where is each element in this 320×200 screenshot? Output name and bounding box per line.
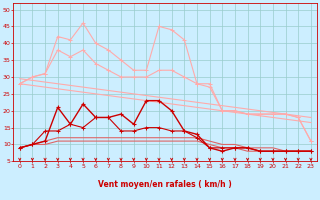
X-axis label: Vent moyen/en rafales ( km/h ): Vent moyen/en rafales ( km/h ) xyxy=(99,180,232,189)
